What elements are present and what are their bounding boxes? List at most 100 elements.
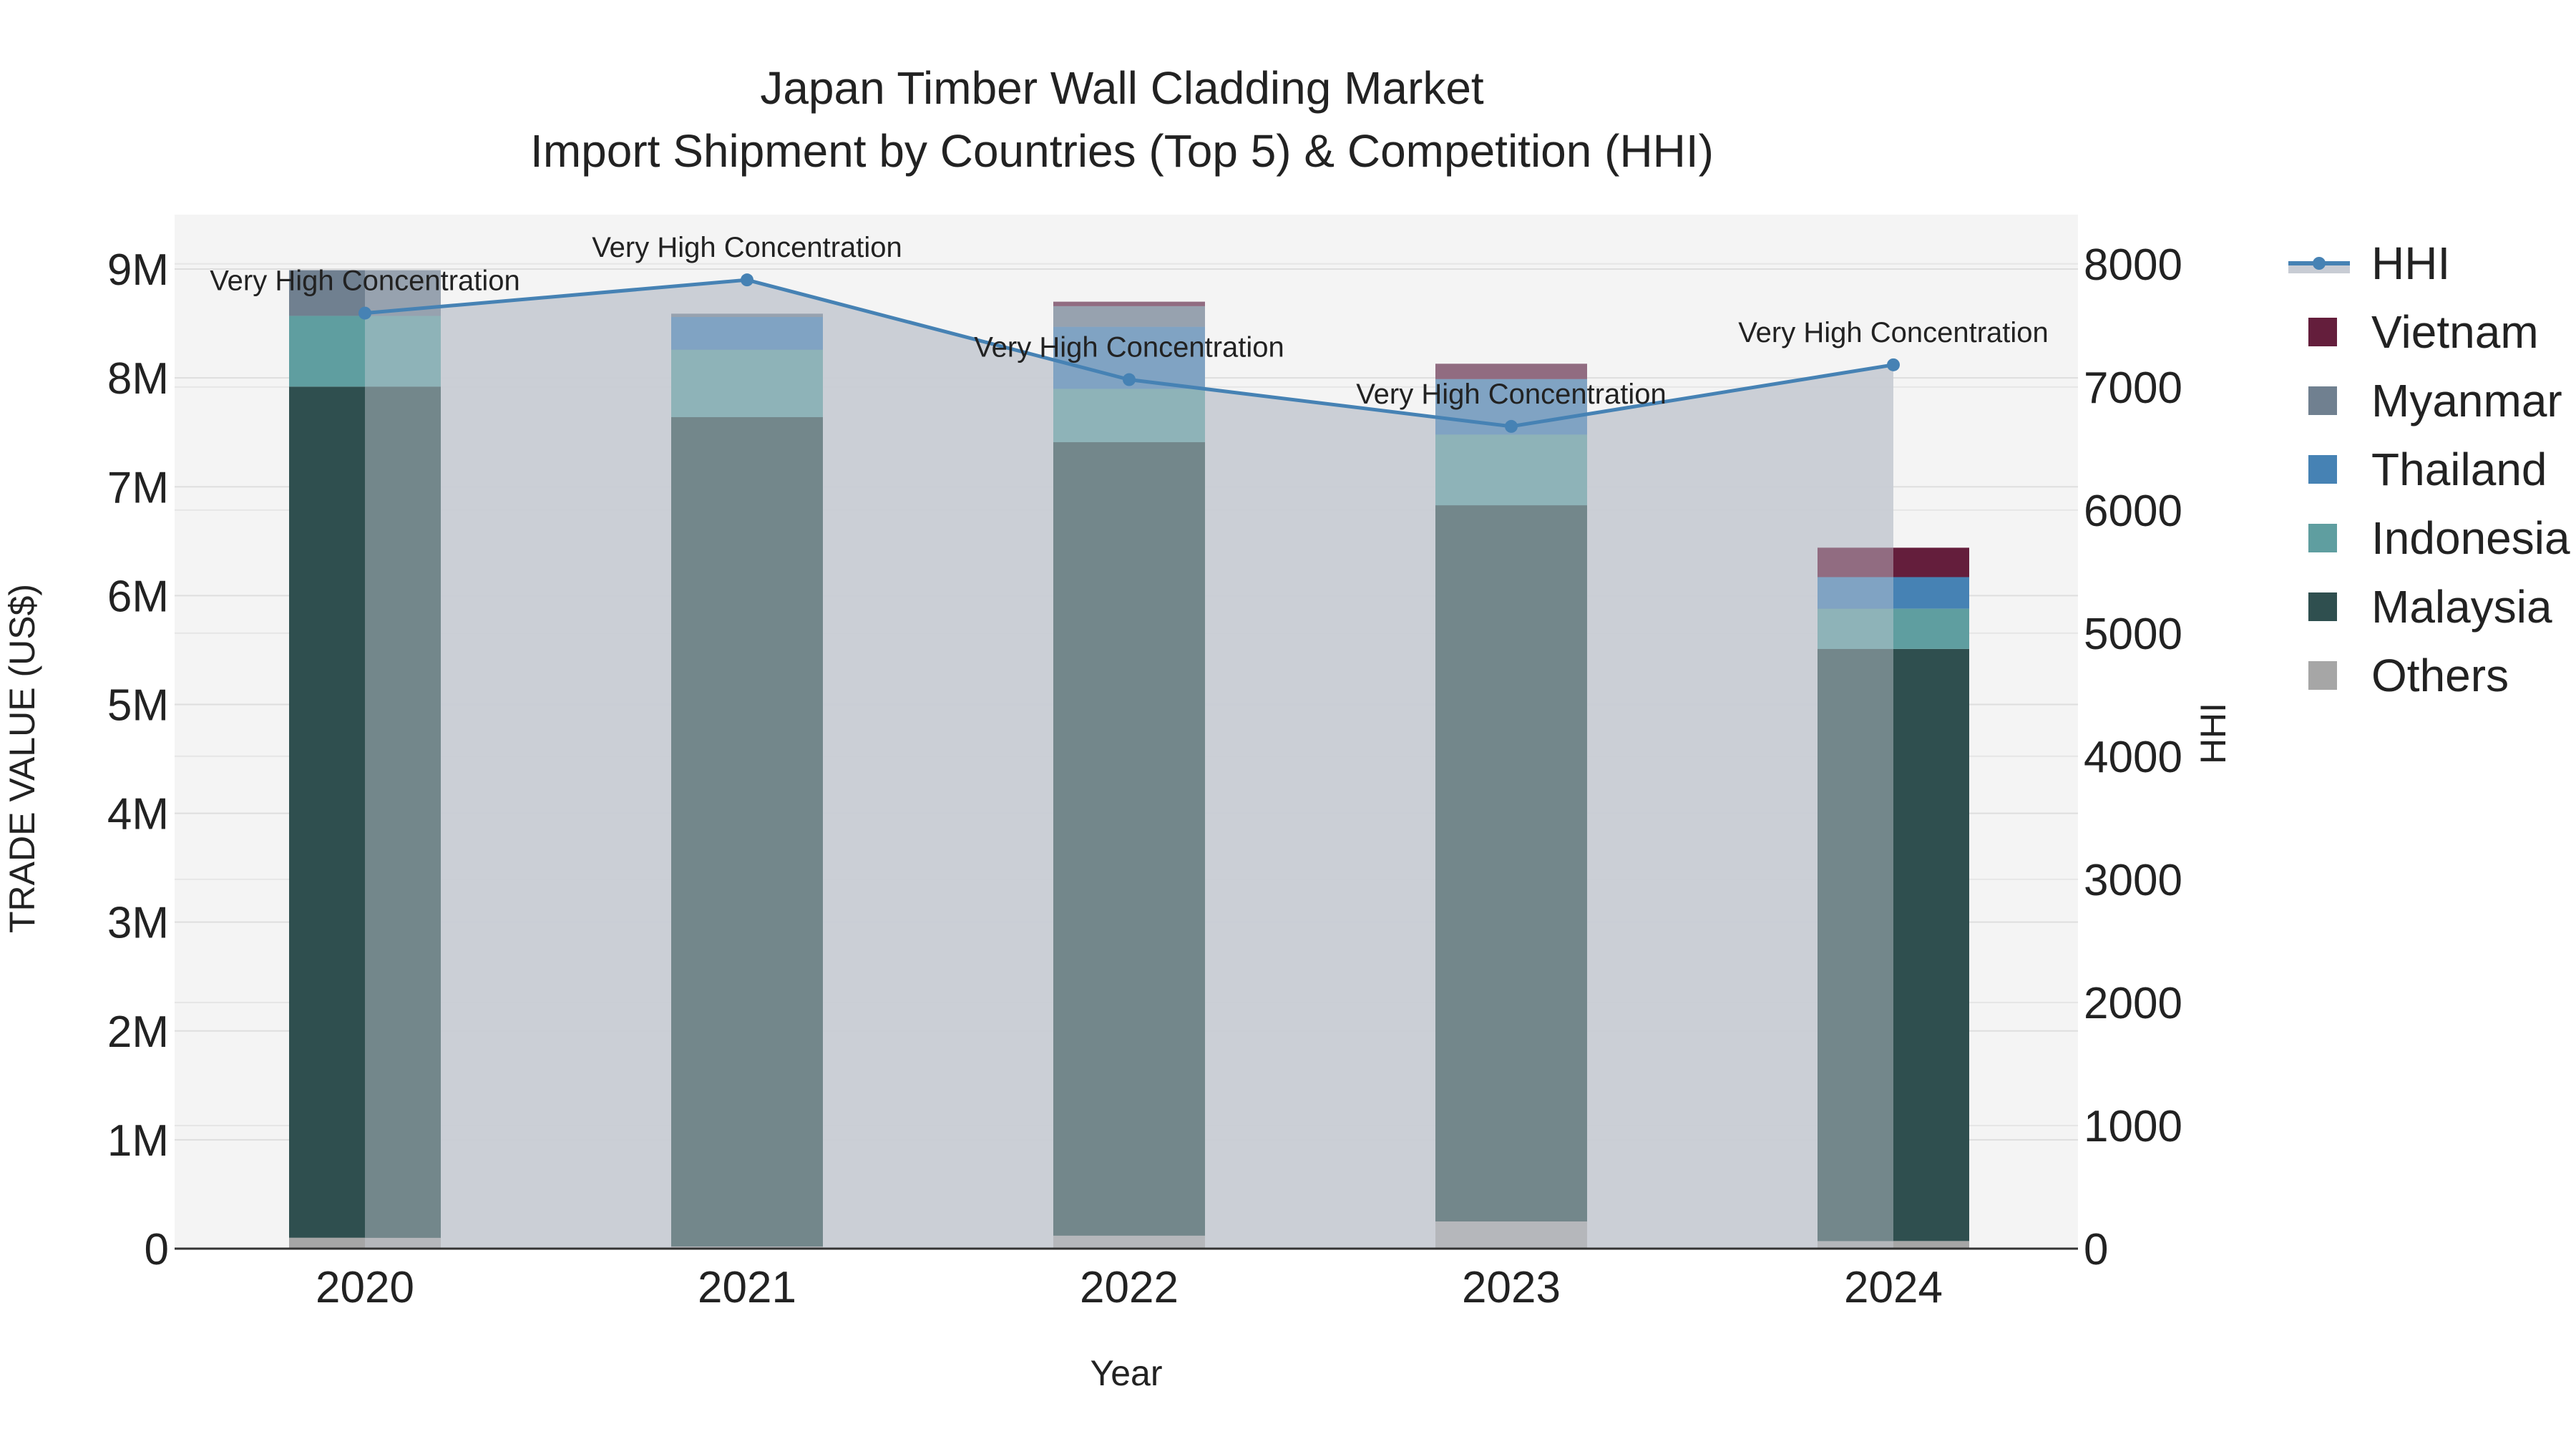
x-tick-label-2023: 2023 <box>1462 1263 1561 1312</box>
x-tick-label-2024: 2024 <box>1844 1263 1943 1312</box>
bar-overlay-indonesia-2021 <box>671 349 823 417</box>
bar-others-2021 <box>671 1246 823 1249</box>
bar-indonesia-2024 <box>1818 608 1969 649</box>
bar-malaysia-2022 <box>1053 441 1205 1236</box>
hhi-annotation-2021: Very High Concentration <box>592 232 902 263</box>
legend-label-malaysia: Malaysia <box>2371 581 2552 633</box>
bar-thailand-2021 <box>671 316 823 350</box>
bar-others-2023 <box>1435 1221 1587 1249</box>
y-tick-label: 2M <box>107 1008 169 1057</box>
bar-myanmar-2022 <box>1053 306 1205 327</box>
bar-indonesia-2022 <box>1053 389 1205 442</box>
legend-label-thailand: Thailand <box>2371 444 2547 495</box>
bar-indonesia-2023 <box>1435 434 1587 506</box>
x-axis-ticks: 2020 2021 2022 2023 2024 <box>316 1263 1943 1312</box>
legend-label-myanmar: Myanmar <box>2371 375 2562 426</box>
y-tick-label: 7M <box>107 463 169 512</box>
legend-swatch-thailand <box>2308 455 2337 484</box>
bar-myanmar-2021 <box>671 313 823 317</box>
legend-swatch-myanmar <box>2308 386 2337 415</box>
bar-overlay-vietnam-2022 <box>1053 301 1205 306</box>
legend: HHI Vietnam Myanmar Thailand Indonesia Malays… <box>2288 238 2570 701</box>
y2-tick-label: 6000 <box>2084 487 2182 536</box>
y2-tick-label: 0 <box>2084 1225 2108 1274</box>
hhi-point-2020 <box>358 306 371 320</box>
y-axis-right: 0 1000 2000 3000 4000 5000 6000 7000 8000 <box>2084 240 2182 1274</box>
x-axis-title: Year <box>1090 1353 1162 1393</box>
hhi-annotation-2023: Very High Concentration <box>1356 379 1667 410</box>
hhi-point-2022 <box>1123 373 1136 386</box>
bar-overlay-thailand-2024 <box>1818 577 1893 609</box>
y2-tick-label: 2000 <box>2084 979 2182 1028</box>
bar-malaysia-2024 <box>1818 648 1969 1241</box>
bar-overlay-others-2023 <box>1435 1221 1587 1249</box>
legend-label-hhi: HHI <box>2371 238 2450 289</box>
legend-label-vietnam: Vietnam <box>2371 306 2539 358</box>
bar-indonesia-2021 <box>671 349 823 417</box>
bar-vietnam-2022 <box>1053 301 1205 306</box>
legend-swatch-others <box>2308 661 2337 690</box>
bar-overlay-myanmar-2022 <box>1053 306 1205 327</box>
bar-others-2020 <box>289 1237 441 1249</box>
legend-label-indonesia: Indonesia <box>2371 512 2570 564</box>
y-axis-title: TRADE VALUE (US$) <box>2 584 42 933</box>
y-tick-label: 9M <box>107 245 169 295</box>
y-tick-label: 1M <box>107 1116 169 1166</box>
bar-overlay-others-2022 <box>1053 1235 1205 1249</box>
bar-overlay-malaysia-2023 <box>1435 505 1587 1221</box>
bar-others-2022 <box>1053 1235 1205 1249</box>
bar-overlay-malaysia-2020 <box>365 386 441 1238</box>
bar-vietnam-2024 <box>1818 547 1969 577</box>
bar-thailand-2024 <box>1818 577 1969 609</box>
bar-indonesia-2020 <box>289 316 441 387</box>
bar-malaysia-2023 <box>1435 505 1587 1221</box>
hhi-point-2023 <box>1505 419 1518 433</box>
legend-swatch-vietnam <box>2308 318 2337 346</box>
legend-label-others: Others <box>2371 650 2509 701</box>
y-tick-label: 0 <box>145 1225 169 1274</box>
bar-stacks <box>289 270 1969 1249</box>
bar-others-2024 <box>1818 1241 1969 1249</box>
chart-title: Japan Timber Wall Cladding Market <box>760 62 1484 114</box>
y2-tick-label: 4000 <box>2084 733 2182 782</box>
y-tick-label: 4M <box>107 790 169 839</box>
x-tick-label-2020: 2020 <box>316 1263 414 1312</box>
bar-overlay-indonesia-2022 <box>1053 389 1205 442</box>
bar-overlay-indonesia-2023 <box>1435 434 1587 506</box>
y2-tick-label: 8000 <box>2084 240 2182 290</box>
bar-vietnam-2023 <box>1435 364 1587 379</box>
legend-swatch-hhi-marker <box>2313 257 2326 270</box>
x-tick-label-2022: 2022 <box>1080 1263 1179 1312</box>
bar-overlay-indonesia-2024 <box>1818 608 1893 649</box>
x-tick-label-2021: 2021 <box>698 1263 796 1312</box>
bar-overlay-vietnam-2023 <box>1435 364 1587 379</box>
y2-tick-label: 3000 <box>2084 856 2182 905</box>
bar-overlay-malaysia-2024 <box>1818 648 1893 1241</box>
hhi-annotation-2020: Very High Concentration <box>210 265 520 297</box>
y2-tick-label: 1000 <box>2084 1102 2182 1151</box>
bar-malaysia-2021 <box>671 416 823 1246</box>
y-tick-label: 3M <box>107 899 169 948</box>
y-tick-label: 6M <box>107 572 169 621</box>
chart-subtitle: Import Shipment by Countries (Top 5) & C… <box>530 125 1714 177</box>
hhi-annotation-2024: Very High Concentration <box>1738 317 2049 348</box>
y-tick-label: 5M <box>107 680 169 730</box>
legend-swatch-indonesia <box>2308 524 2337 552</box>
bar-overlay-others-2024 <box>1818 1241 1893 1249</box>
y2-tick-label: 7000 <box>2084 364 2182 413</box>
bar-overlay-thailand-2021 <box>671 316 823 350</box>
hhi-markers <box>358 273 1900 433</box>
y-axis-left: 0 1M 2M 3M 4M 5M 6M 7M 8M 9M <box>107 245 169 1274</box>
bar-overlay-malaysia-2022 <box>1053 441 1205 1236</box>
hhi-point-2024 <box>1887 358 1900 371</box>
hhi-annotations: Very High Concentration Very High Concent… <box>210 232 2049 410</box>
hhi-annotation-2022: Very High Concentration <box>974 332 1284 364</box>
bar-overlay-vietnam-2024 <box>1818 547 1893 577</box>
bar-overlay-malaysia-2021 <box>671 416 823 1246</box>
y2-tick-label: 5000 <box>2084 610 2182 659</box>
bar-overlay-others-2020 <box>365 1237 441 1249</box>
hhi-point-2021 <box>741 273 753 287</box>
bar-overlay-indonesia-2020 <box>365 316 441 387</box>
bar-overlay-others-2021 <box>671 1246 823 1249</box>
